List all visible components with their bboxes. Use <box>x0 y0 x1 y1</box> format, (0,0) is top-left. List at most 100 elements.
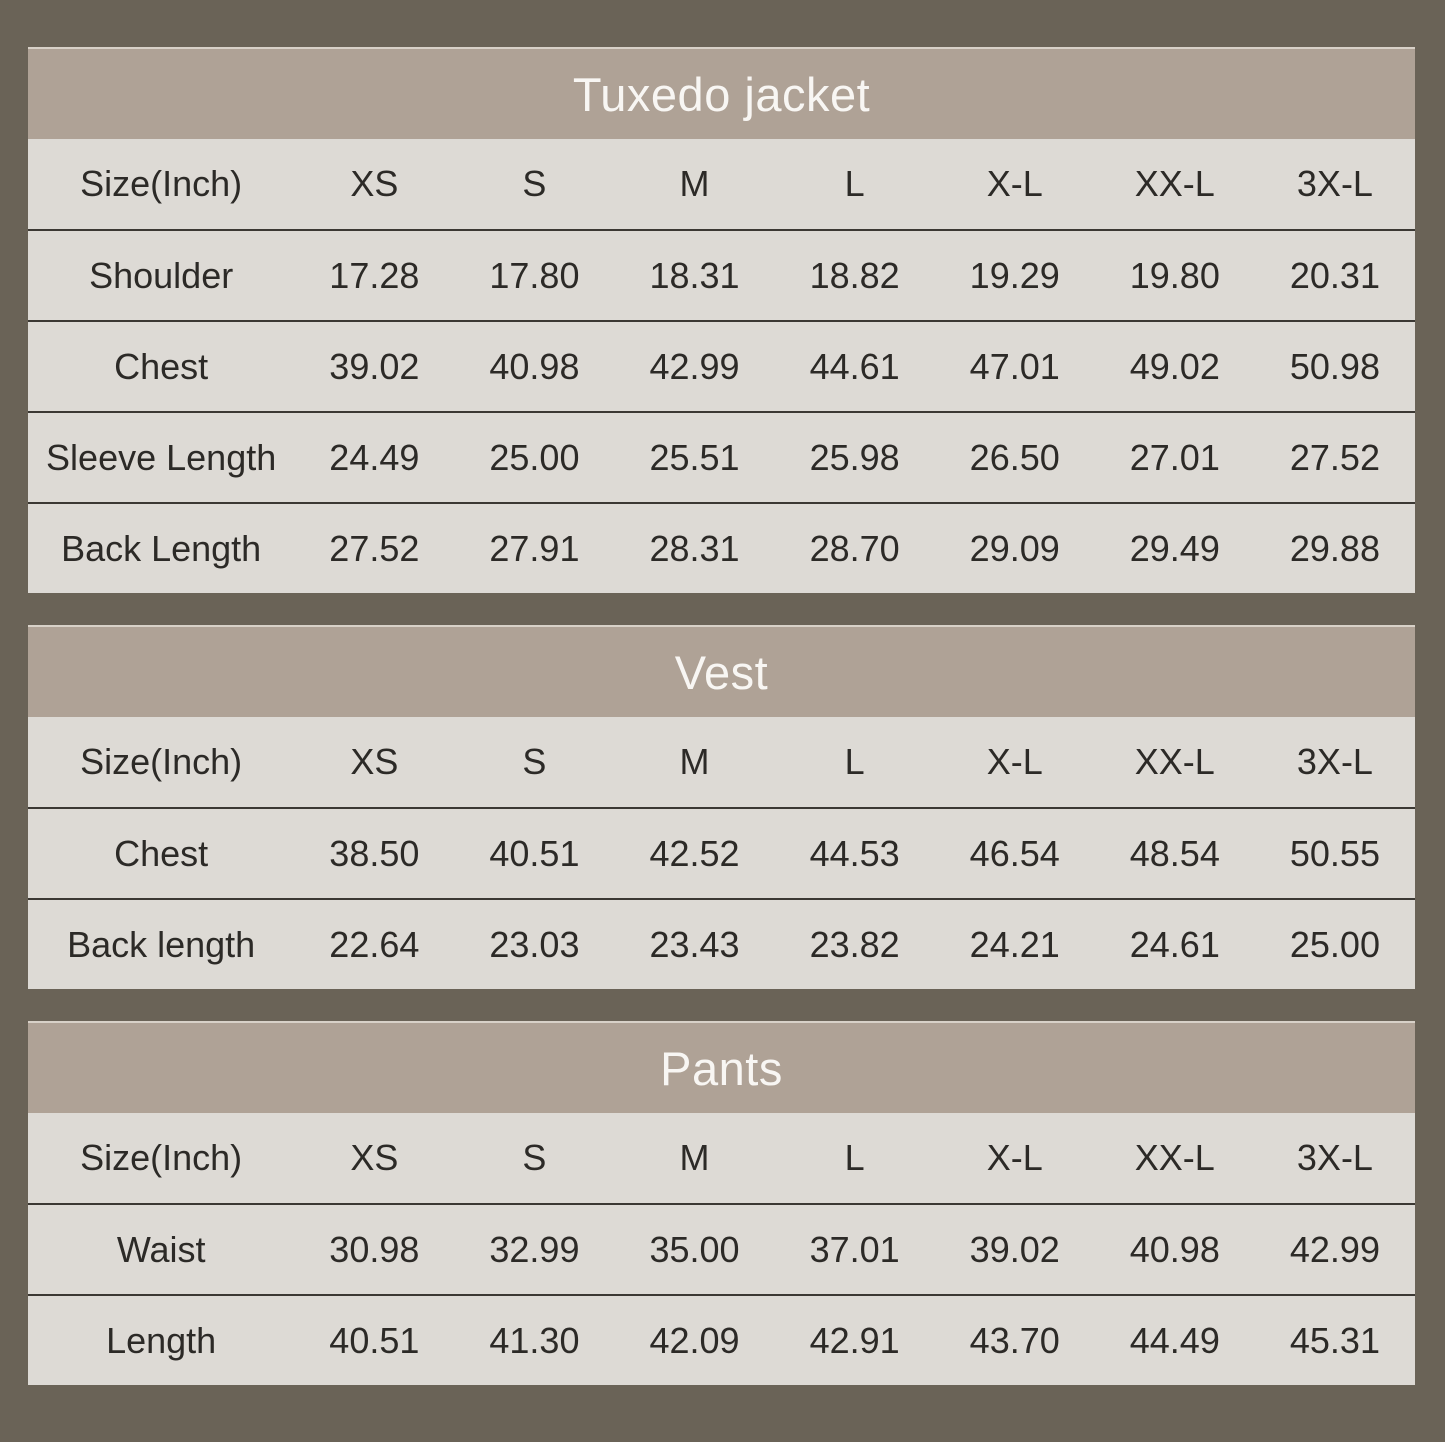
size-col-3xl: 3X-L <box>1296 163 1373 204</box>
tuxedo-jacket-table: Size(Inch) XS S M L X-L XX-L 3X-L Should… <box>28 139 1415 593</box>
cell-value: 42.91 <box>809 1319 900 1361</box>
size-col-xl: X-L <box>986 741 1043 782</box>
cell-value: 29.88 <box>1289 527 1380 569</box>
cell-value: 46.54 <box>969 832 1060 874</box>
cell-value: 25.00 <box>489 436 580 478</box>
cell-value: 44.53 <box>809 832 900 874</box>
row-label: Length <box>106 1319 217 1361</box>
vest-title: Vest <box>28 625 1415 717</box>
table-row-chest: Chest 38.50 40.51 42.52 44.53 46.54 48.5… <box>28 808 1415 899</box>
cell-value: 40.51 <box>489 832 580 874</box>
table-row-waist: Waist 30.98 32.99 35.00 37.01 39.02 40.9… <box>28 1204 1415 1295</box>
pants-title: Pants <box>28 1021 1415 1113</box>
cell-value: 25.98 <box>809 436 900 478</box>
cell-value: 18.31 <box>649 254 740 296</box>
row-label: Chest <box>114 832 209 874</box>
cell-value: 44.61 <box>809 345 900 387</box>
size-header-row: Size(Inch) XS S M L X-L XX-L 3X-L <box>28 139 1415 230</box>
size-col-s: S <box>522 741 547 782</box>
cell-value: 28.70 <box>809 527 900 569</box>
size-col-xs: XS <box>350 1137 399 1178</box>
cell-value: 19.80 <box>1129 254 1220 296</box>
tuxedo-jacket-title: Tuxedo jacket <box>28 47 1415 139</box>
table-row-length: Length 40.51 41.30 42.09 42.91 43.70 44.… <box>28 1295 1415 1385</box>
cell-value: 41.30 <box>489 1319 580 1361</box>
size-col-m: M <box>679 163 710 204</box>
row-label: Waist <box>116 1228 206 1270</box>
size-header-row: Size(Inch) XS S M L X-L XX-L 3X-L <box>28 1113 1415 1204</box>
size-col-m: M <box>679 741 710 782</box>
cell-value: 27.01 <box>1129 436 1220 478</box>
size-col-xxl: XX-L <box>1134 1137 1215 1178</box>
cell-value: 42.99 <box>1289 1228 1380 1270</box>
cell-value: 24.61 <box>1129 923 1220 965</box>
cell-value: 23.43 <box>649 923 740 965</box>
row-label: Sleeve Length <box>46 436 277 478</box>
cell-value: 19.29 <box>969 254 1060 296</box>
size-col-s: S <box>522 163 547 204</box>
cell-value: 25.51 <box>649 436 740 478</box>
cell-value: 28.31 <box>649 527 740 569</box>
vest-table: Size(Inch) XS S M L X-L XX-L 3X-L Chest … <box>28 717 1415 989</box>
cell-value: 42.09 <box>649 1319 740 1361</box>
row-label: Back Length <box>61 527 262 569</box>
cell-value: 42.52 <box>649 832 740 874</box>
cell-value: 24.21 <box>969 923 1060 965</box>
size-col-xs: XS <box>350 741 399 782</box>
size-col-xl: X-L <box>986 163 1043 204</box>
pants-section: Pants Size(Inch) XS S M L X-L XX-L 3X-L … <box>28 1021 1415 1385</box>
cell-value: 49.02 <box>1129 345 1220 387</box>
cell-value: 24.49 <box>329 436 420 478</box>
cell-value: 40.98 <box>489 345 580 387</box>
cell-value: 38.50 <box>329 832 420 874</box>
cell-value: 26.50 <box>969 436 1060 478</box>
cell-value: 35.00 <box>649 1228 740 1270</box>
cell-value: 40.98 <box>1129 1228 1220 1270</box>
size-col-3xl: 3X-L <box>1296 741 1373 782</box>
cell-value: 17.80 <box>489 254 580 296</box>
cell-value: 50.98 <box>1289 345 1380 387</box>
size-col-xxl: XX-L <box>1134 741 1215 782</box>
cell-value: 44.49 <box>1129 1319 1220 1361</box>
cell-value: 37.01 <box>809 1228 900 1270</box>
size-col-l: L <box>844 163 865 204</box>
size-col-xxl: XX-L <box>1134 163 1215 204</box>
cell-value: 22.64 <box>329 923 420 965</box>
table-row-back-length: Back length 22.64 23.03 23.43 23.82 24.2… <box>28 899 1415 989</box>
size-unit-label: Size(Inch) <box>80 163 243 204</box>
row-label: Back length <box>67 923 256 965</box>
cell-value: 43.70 <box>969 1319 1060 1361</box>
size-col-xs: XS <box>350 163 399 204</box>
size-chart: Tuxedo jacket Size(Inch) XS S M L X-L XX… <box>28 47 1415 1385</box>
size-header-row: Size(Inch) XS S M L X-L XX-L 3X-L <box>28 717 1415 808</box>
cell-value: 48.54 <box>1129 832 1220 874</box>
table-row-chest: Chest 39.02 40.98 42.99 44.61 47.01 49.0… <box>28 321 1415 412</box>
cell-value: 20.31 <box>1289 254 1380 296</box>
vest-section: Vest Size(Inch) XS S M L X-L XX-L 3X-L C… <box>28 625 1415 989</box>
cell-value: 23.03 <box>489 923 580 965</box>
cell-value: 50.55 <box>1289 832 1380 874</box>
cell-value: 25.00 <box>1289 923 1380 965</box>
cell-value: 39.02 <box>329 345 420 387</box>
row-label: Chest <box>114 345 209 387</box>
cell-value: 18.82 <box>809 254 900 296</box>
cell-value: 27.52 <box>329 527 420 569</box>
cell-value: 27.91 <box>489 527 580 569</box>
cell-value: 23.82 <box>809 923 900 965</box>
pants-table: Size(Inch) XS S M L X-L XX-L 3X-L Waist … <box>28 1113 1415 1385</box>
size-col-l: L <box>844 741 865 782</box>
cell-value: 45.31 <box>1289 1319 1380 1361</box>
cell-value: 29.49 <box>1129 527 1220 569</box>
table-row-sleeve-length: Sleeve Length 24.49 25.00 25.51 25.98 26… <box>28 412 1415 503</box>
cell-value: 29.09 <box>969 527 1060 569</box>
row-label: Shoulder <box>89 254 234 296</box>
cell-value: 17.28 <box>329 254 420 296</box>
size-col-m: M <box>679 1137 710 1178</box>
cell-value: 47.01 <box>969 345 1060 387</box>
cell-value: 40.51 <box>329 1319 420 1361</box>
cell-value: 32.99 <box>489 1228 580 1270</box>
cell-value: 42.99 <box>649 345 740 387</box>
cell-value: 30.98 <box>329 1228 420 1270</box>
cell-value: 27.52 <box>1289 436 1380 478</box>
